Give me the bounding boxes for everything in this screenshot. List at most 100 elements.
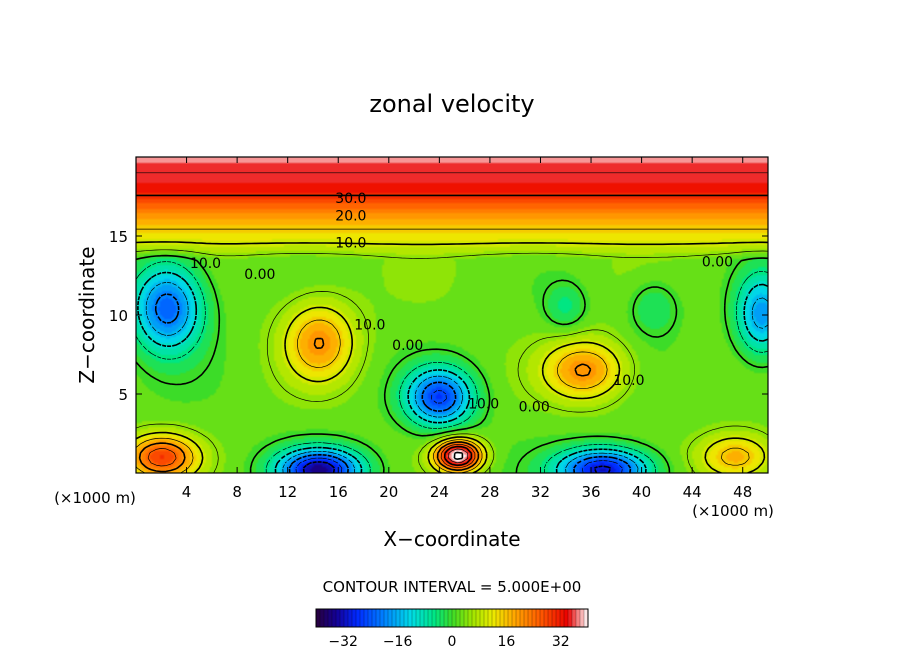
y-tick-label: 15 [109,228,128,246]
colorbar-segment [387,608,393,628]
contour-level-15 [136,228,768,473]
contour-level-10 [136,241,768,473]
colorbar-segment [539,608,545,628]
x-unit-left: (×1000 m) [54,489,136,507]
colorbar-segment [435,608,441,628]
colorbar-segment [579,608,585,628]
colorbar-segment [559,608,565,628]
colorbar-segment [351,608,357,628]
colorbar-segment [439,608,445,628]
colorbar-segment [567,608,573,628]
colorbar-ticks: −32 −16 0 16 32 [328,634,569,650]
colorbar-segment [503,608,509,628]
contour-level-neg25 [295,390,623,473]
colorbar-segment [479,608,485,628]
contour-level-0 [136,254,768,473]
colorbar-frame [315,608,589,628]
contour-level-neg15 [145,282,768,473]
colorbar-segment [471,608,477,628]
contour-labels: 30.020.0 10.0 10.0 0.00 10.0 0.00 10.0 0.00 10.0… [190,191,733,416]
contour-label: 10.0 [335,235,366,251]
y-tick-label: 10 [109,307,128,325]
colorbar-segment [523,608,529,628]
colorbar-segment [367,608,373,628]
colorbar-segment [519,608,525,628]
x-tick-label: 40 [632,483,651,501]
colorbar-segment [395,608,401,628]
chart-title: zonal velocity [369,90,534,118]
colorbar-segment [419,608,425,628]
contour-level-40 [453,451,464,460]
x-tick-label: 24 [430,483,449,501]
colorbar-segment [431,608,437,628]
colorbar-segment [563,608,569,628]
colorbar-segment [487,608,493,628]
colorbar-segment [467,608,473,628]
colorbar-segment [451,608,457,628]
colorbar-segment [531,608,537,628]
contour-label: 10.0 [468,396,499,412]
colorbar-segment [315,608,321,628]
contour-level-neg20 [154,293,632,473]
colorbar-segment [323,608,329,628]
colorbar-segment [339,608,345,628]
x-tick-label: 12 [278,483,297,501]
colorbar-segment [571,608,577,628]
x-tick-label: 4 [182,483,192,501]
x-tick-label: 32 [531,483,550,501]
x-tick-label: 36 [581,483,600,501]
colorbar-segment [423,608,429,628]
colorbar-segment [515,608,521,628]
contour-level-20 [138,337,592,473]
colorbar-segment [455,608,461,628]
x-tick-label: 44 [683,483,702,501]
colorbar-segment [331,608,337,628]
colorbar-segment [459,608,465,628]
colorbar-segment [371,608,377,628]
colorbar-segment [511,608,517,628]
y-tick-label: 5 [118,386,128,404]
contour-label: 30.0 [335,191,366,207]
colorbar-segment [335,608,341,628]
colorbar-segment [475,608,481,628]
colorbar-segment [463,608,469,628]
contour-label: 10.0 [613,373,644,389]
colorbar-segment [383,608,389,628]
colorbar-segment [379,608,385,628]
colorbar-segment [347,608,353,628]
colorbar-segment [403,608,409,628]
colorbar-segment [447,608,453,628]
colorbar-segment [359,608,365,628]
contour-level-35 [136,172,768,464]
contour-label: 0.00 [702,254,733,270]
x-unit-right: (×1000 m) [692,502,774,520]
colorbar-segment [411,608,417,628]
colorbar-segment [427,608,433,628]
x-axis-label: X−coordinate [383,527,520,551]
colorbar-segment [375,608,381,628]
contour-lines [136,172,768,473]
colorbar-segment [543,608,549,628]
colorbar-tick-label: −16 [383,634,413,650]
colorbar-segment [415,608,421,628]
x-axis: 4 8 12 16 20 24 28 32 36 40 44 48 [182,157,752,501]
colorbar-segment [343,608,349,628]
x-tick-label: 20 [379,483,398,501]
contour-label: 10.0 [190,256,221,272]
colorbar-segment [551,608,557,628]
contour-level-neg10 [137,271,768,473]
colorbar [315,608,589,628]
colorbar-segment [499,608,505,628]
colorbar-segment [399,608,405,628]
colorbar-tick-label: 32 [552,634,570,650]
contour-level-neg30 [302,461,612,473]
colorbar-segment [363,608,369,628]
colorbar-segment [507,608,513,628]
colorbar-segment [527,608,533,628]
colorbar-segment [327,608,333,628]
plot-field: 30.020.0 10.0 10.0 0.00 10.0 0.00 10.0 0.00 10.0… [136,157,768,473]
colorbar-tick-label: −32 [328,634,358,650]
colorbar-segment [575,608,581,628]
x-tick-label: 48 [733,483,752,501]
x-tick-label: 8 [232,483,242,501]
